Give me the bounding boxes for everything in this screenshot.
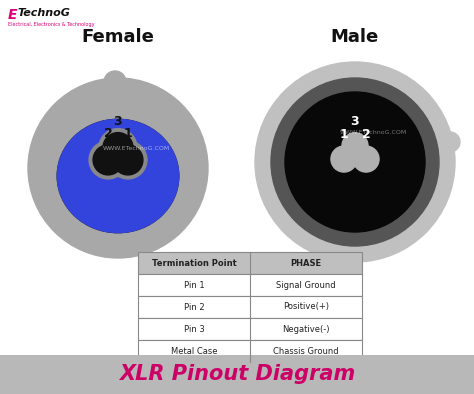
- Circle shape: [89, 141, 127, 179]
- Bar: [138, 274, 362, 296]
- Circle shape: [28, 78, 208, 258]
- Bar: [138, 340, 362, 362]
- Text: WWW.ETechnoG.COM: WWW.ETechnoG.COM: [339, 130, 407, 134]
- Text: Positive(+): Positive(+): [283, 303, 329, 312]
- Text: 1: 1: [124, 127, 132, 140]
- Text: WWW.ETechnoG.COM: WWW.ETechnoG.COM: [102, 145, 170, 151]
- Text: Signal Ground: Signal Ground: [276, 281, 336, 290]
- Circle shape: [353, 146, 379, 172]
- Text: Termination Point: Termination Point: [152, 258, 237, 268]
- Circle shape: [104, 71, 126, 93]
- Text: 1: 1: [339, 128, 348, 141]
- Text: Pin 3: Pin 3: [183, 325, 204, 333]
- Circle shape: [103, 133, 133, 163]
- Ellipse shape: [57, 119, 179, 232]
- Text: Male: Male: [331, 28, 379, 46]
- Text: XLR Pinout Diagram: XLR Pinout Diagram: [119, 364, 355, 385]
- Text: Chassis Ground: Chassis Ground: [273, 346, 339, 355]
- Text: Negative(-): Negative(-): [282, 325, 330, 333]
- Bar: [138, 318, 362, 340]
- Text: Female: Female: [82, 28, 155, 46]
- Text: TechnoG: TechnoG: [17, 8, 70, 18]
- Text: Metal Case: Metal Case: [171, 346, 217, 355]
- Text: Pin 1: Pin 1: [184, 281, 204, 290]
- Circle shape: [93, 145, 123, 175]
- Circle shape: [342, 133, 368, 159]
- Text: PHASE: PHASE: [291, 258, 321, 268]
- Bar: [138, 252, 362, 274]
- Circle shape: [285, 92, 425, 232]
- Circle shape: [99, 128, 137, 167]
- Bar: [0, 355, 474, 394]
- Circle shape: [331, 146, 357, 172]
- Circle shape: [440, 132, 460, 152]
- Circle shape: [255, 62, 455, 262]
- Text: E: E: [8, 8, 18, 22]
- Text: Electrical, Electronics & Technology: Electrical, Electronics & Technology: [8, 22, 94, 27]
- Text: Pin 2: Pin 2: [184, 303, 204, 312]
- Text: 3: 3: [114, 115, 122, 128]
- Circle shape: [113, 145, 143, 175]
- Bar: [138, 296, 362, 318]
- Circle shape: [271, 78, 439, 246]
- Text: 3: 3: [351, 115, 359, 128]
- Text: 2: 2: [362, 128, 370, 141]
- Circle shape: [109, 141, 147, 179]
- Text: 2: 2: [104, 127, 112, 140]
